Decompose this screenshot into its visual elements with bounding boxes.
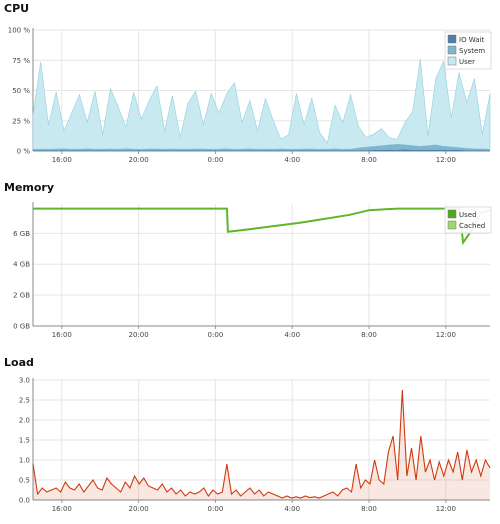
y-tick-label: 0 % bbox=[17, 148, 31, 156]
load-line bbox=[32, 389, 491, 499]
cpu-iowait-area bbox=[33, 149, 490, 151]
y-tick-label: 0 GB bbox=[13, 323, 30, 331]
legend-label: System bbox=[459, 47, 485, 55]
legend-swatch bbox=[447, 220, 457, 230]
x-tick-label: 16:00 bbox=[52, 331, 72, 339]
x-tick-label: 0:00 bbox=[208, 331, 224, 339]
legend-label: User bbox=[459, 58, 475, 66]
y-tick-label: 3.0 bbox=[19, 377, 30, 385]
x-tick-label: 8:00 bbox=[361, 331, 377, 339]
memory-chart-title: Memory bbox=[4, 181, 55, 194]
y-tick-label: 6 GB bbox=[13, 230, 30, 238]
x-tick-label: 4:00 bbox=[284, 156, 300, 164]
y-tick-label: 100 % bbox=[8, 27, 31, 35]
y-tick-label: 2.0 bbox=[19, 417, 30, 425]
y-tick-label: 25 % bbox=[12, 117, 30, 125]
memory-used-line bbox=[33, 207, 491, 246]
y-tick-label: 1.0 bbox=[19, 457, 30, 465]
legend-label: Used bbox=[459, 211, 477, 219]
legend-label: IO Wait bbox=[459, 36, 485, 44]
x-tick-label: 4:00 bbox=[284, 505, 300, 513]
load-area bbox=[33, 390, 490, 500]
legend-swatch bbox=[447, 209, 457, 219]
legend-label: Cached bbox=[459, 222, 485, 230]
x-tick-label: 20:00 bbox=[129, 156, 149, 164]
cpu-chart-title: CPU bbox=[4, 2, 30, 15]
x-tick-label: 20:00 bbox=[129, 505, 149, 513]
x-tick-label: 0:00 bbox=[208, 505, 224, 513]
y-tick-label: 4 GB bbox=[13, 261, 30, 269]
x-tick-label: 8:00 bbox=[361, 156, 377, 164]
x-tick-label: 16:00 bbox=[52, 156, 72, 164]
x-tick-label: 20:00 bbox=[129, 331, 149, 339]
y-tick-label: 2.5 bbox=[19, 397, 30, 405]
x-tick-label: 8:00 bbox=[361, 505, 377, 513]
x-tick-label: 16:00 bbox=[52, 505, 72, 513]
x-tick-label: 12:00 bbox=[436, 505, 456, 513]
x-tick-label: 0:00 bbox=[208, 156, 224, 164]
y-tick-label: 50 % bbox=[12, 87, 30, 95]
x-tick-label: 4:00 bbox=[284, 331, 300, 339]
y-tick-label: 0.0 bbox=[19, 497, 30, 505]
y-tick-label: 0.5 bbox=[19, 477, 30, 485]
x-tick-label: 12:00 bbox=[436, 331, 456, 339]
cpu-system-area bbox=[33, 144, 490, 151]
legend-swatch bbox=[447, 56, 457, 66]
y-tick-label: 75 % bbox=[12, 57, 30, 65]
y-tick-label: 1.5 bbox=[19, 437, 30, 445]
legend-swatch bbox=[447, 34, 457, 44]
y-tick-label: 2 GB bbox=[13, 292, 30, 300]
x-tick-label: 12:00 bbox=[436, 156, 456, 164]
legend-swatch bbox=[447, 45, 457, 55]
load-chart-title: Load bbox=[4, 356, 34, 369]
